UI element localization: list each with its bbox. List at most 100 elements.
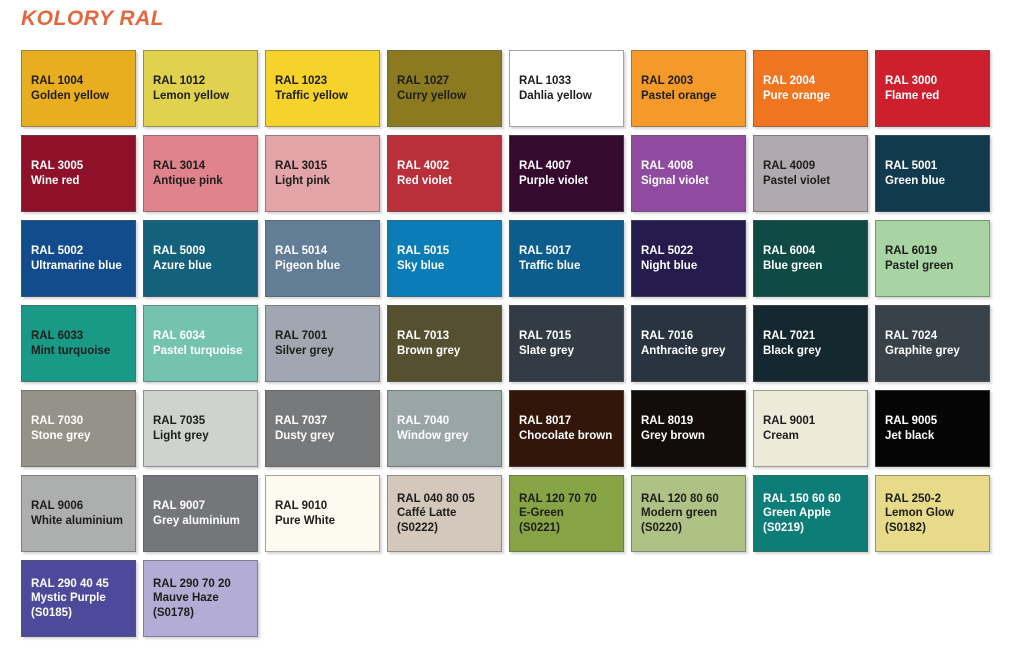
color-swatch[interactable]: RAL 6004 Blue green <box>753 220 868 297</box>
color-swatch[interactable]: RAL 4002 Red violet <box>387 135 502 212</box>
swatch-name: Pure orange <box>763 89 831 102</box>
color-swatch[interactable]: RAL 120 80 60 Modern green (S0220) <box>631 475 746 552</box>
swatch-name: Curry yellow <box>397 89 467 102</box>
swatch-name: Pastel violet <box>763 174 831 187</box>
swatch-name: Grey brown <box>641 429 705 442</box>
color-swatch[interactable]: RAL 2003 Pastel orange <box>631 50 746 127</box>
color-swatch[interactable]: RAL 2004 Pure orange <box>753 50 868 127</box>
swatch-row: RAL 9006 White aluminium RAL 9007 Grey alum… <box>21 475 999 552</box>
swatch-name: Lemon Glow <box>885 507 954 520</box>
swatch-sub-code: (S0220) <box>641 521 682 534</box>
swatch-code: RAL 7016 <box>641 330 694 342</box>
swatch-name: Anthracite grey <box>641 344 726 357</box>
swatch-name: Wine red <box>31 174 80 187</box>
swatch-name: Mint turquoise <box>31 344 111 357</box>
swatch-code: RAL 290 70 20 <box>153 577 231 590</box>
color-swatch[interactable]: RAL 120 70 70 E-Green (S0221) <box>509 475 624 552</box>
color-swatch[interactable]: RAL 8017 Chocolate brown <box>509 390 624 467</box>
color-swatch[interactable]: RAL 4008 Signal violet <box>631 135 746 212</box>
swatch-name: Lemon yellow <box>153 89 230 102</box>
color-swatch[interactable]: RAL 1033 Dahlia yellow <box>509 50 624 127</box>
color-swatch[interactable]: RAL 7013 Brown grey <box>387 305 502 382</box>
color-swatch[interactable]: RAL 5014 Pigeon blue <box>265 220 380 297</box>
swatch-name: Dahlia yellow <box>519 89 592 102</box>
swatch-code: RAL 2004 <box>763 75 816 87</box>
color-swatch[interactable]: RAL 290 40 45 Mystic Purple (S0185) <box>21 560 136 637</box>
color-swatch[interactable]: RAL 3015 Light pink <box>265 135 380 212</box>
swatch-code: RAL 5009 <box>153 245 206 257</box>
swatch-sub-code: (S0178) <box>153 606 194 619</box>
color-swatch[interactable]: RAL 9010 Pure White <box>265 475 380 552</box>
color-swatch[interactable]: RAL 1012 Lemon yellow <box>143 50 258 127</box>
swatch-code: RAL 3005 <box>31 160 84 172</box>
color-swatch[interactable]: RAL 9001 Cream <box>753 390 868 467</box>
swatch-name: Silver grey <box>275 344 334 357</box>
swatch-name: Mauve Haze <box>153 592 219 605</box>
swatch-sub-code: (S0185) <box>31 606 72 619</box>
swatch-name: Traffic blue <box>519 259 581 272</box>
swatch-code: RAL 5022 <box>641 245 694 257</box>
color-swatch[interactable]: RAL 6033 Mint turquoise <box>21 305 136 382</box>
swatch-code: RAL 1033 <box>519 75 572 87</box>
swatch-sub-code: (S0222) <box>397 521 438 534</box>
color-swatch[interactable]: RAL 4007 Purple violet <box>509 135 624 212</box>
color-swatch[interactable]: RAL 7035 Light grey <box>143 390 258 467</box>
swatch-code: RAL 250-2 <box>885 492 942 505</box>
swatch-name: Graphite grey <box>885 344 960 357</box>
color-swatch[interactable]: RAL 1023 Traffic yellow <box>265 50 380 127</box>
color-swatch[interactable]: RAL 9007 Grey aluminium <box>143 475 258 552</box>
color-swatch[interactable]: RAL 3014 Antique pink <box>143 135 258 212</box>
color-swatch[interactable]: RAL 040 80 05 Caffé Latte (S0222) <box>387 475 502 552</box>
color-swatch[interactable]: RAL 7016 Anthracite grey <box>631 305 746 382</box>
color-swatch[interactable]: RAL 7021 Black grey <box>753 305 868 382</box>
color-swatch[interactable]: RAL 5017 Traffic blue <box>509 220 624 297</box>
color-swatch[interactable]: RAL 7040 Window grey <box>387 390 502 467</box>
color-swatch[interactable]: RAL 1004 Golden yellow <box>21 50 136 127</box>
color-swatch[interactable]: RAL 7037 Dusty grey <box>265 390 380 467</box>
page-title: KOLORY RAL <box>21 7 165 30</box>
color-swatch[interactable]: RAL 1027 Curry yellow <box>387 50 502 127</box>
swatch-code: RAL 1023 <box>275 75 328 87</box>
color-swatch[interactable]: RAL 4009 Pastel violet <box>753 135 868 212</box>
color-swatch[interactable]: RAL 150 60 60 Green Apple (S0219) <box>753 475 868 552</box>
color-swatch[interactable]: RAL 250-2 Lemon Glow (S0182) <box>875 475 990 552</box>
color-swatch[interactable]: RAL 5009 Azure blue <box>143 220 258 297</box>
color-swatch[interactable]: RAL 5015 Sky blue <box>387 220 502 297</box>
swatch-name: Mystic Purple <box>31 592 106 605</box>
swatch-code: RAL 5014 <box>275 245 328 257</box>
swatch-row: RAL 6033 Mint turquoise RAL 6034 Pastel tur… <box>21 305 999 382</box>
swatch-code: RAL 290 40 45 <box>31 577 109 590</box>
color-swatch[interactable]: RAL 7001 Silver grey <box>265 305 380 382</box>
swatch-code: RAL 7040 <box>397 415 450 427</box>
swatch-row: RAL 290 40 45 Mystic Purple (S0185) RAL 290… <box>21 560 999 637</box>
color-swatch[interactable]: RAL 9005 Jet black <box>875 390 990 467</box>
swatch-code: RAL 8017 <box>519 415 572 427</box>
swatch-name: Light pink <box>275 174 330 187</box>
swatch-name: Azure blue <box>153 259 212 272</box>
swatch-code: RAL 8019 <box>641 415 694 427</box>
color-swatch[interactable]: RAL 7024 Graphite grey <box>875 305 990 382</box>
swatch-code: RAL 1027 <box>397 75 450 87</box>
swatch-code: RAL 120 70 70 <box>519 492 597 505</box>
color-swatch[interactable]: RAL 290 70 20 Mauve Haze (S0178) <box>143 560 258 637</box>
swatch-name: Pastel green <box>885 259 954 272</box>
swatch-code: RAL 6004 <box>763 245 816 257</box>
color-swatch[interactable]: RAL 9006 White aluminium <box>21 475 136 552</box>
color-swatch[interactable]: RAL 8019 Grey brown <box>631 390 746 467</box>
swatch-code: RAL 5017 <box>519 245 572 257</box>
swatch-name: Chocolate brown <box>519 429 613 442</box>
color-swatch[interactable]: RAL 7030 Stone grey <box>21 390 136 467</box>
color-swatch[interactable]: RAL 6019 Pastel green <box>875 220 990 297</box>
color-swatch[interactable]: RAL 3000 Flame red <box>875 50 990 127</box>
color-swatch[interactable]: RAL 5022 Night blue <box>631 220 746 297</box>
color-swatch[interactable]: RAL 7015 Slate grey <box>509 305 624 382</box>
color-swatch[interactable]: RAL 5002 Ultramarine blue <box>21 220 136 297</box>
color-swatch[interactable]: RAL 3005 Wine red <box>21 135 136 212</box>
swatch-code: RAL 7035 <box>153 415 206 427</box>
swatch-name: Stone grey <box>31 429 91 442</box>
swatch-code: RAL 5001 <box>885 160 938 172</box>
swatch-name: White aluminium <box>31 514 123 527</box>
color-swatch[interactable]: RAL 6034 Pastel turquoise <box>143 305 258 382</box>
swatch-name: Antique pink <box>153 174 223 187</box>
color-swatch[interactable]: RAL 5001 Green blue <box>875 135 990 212</box>
